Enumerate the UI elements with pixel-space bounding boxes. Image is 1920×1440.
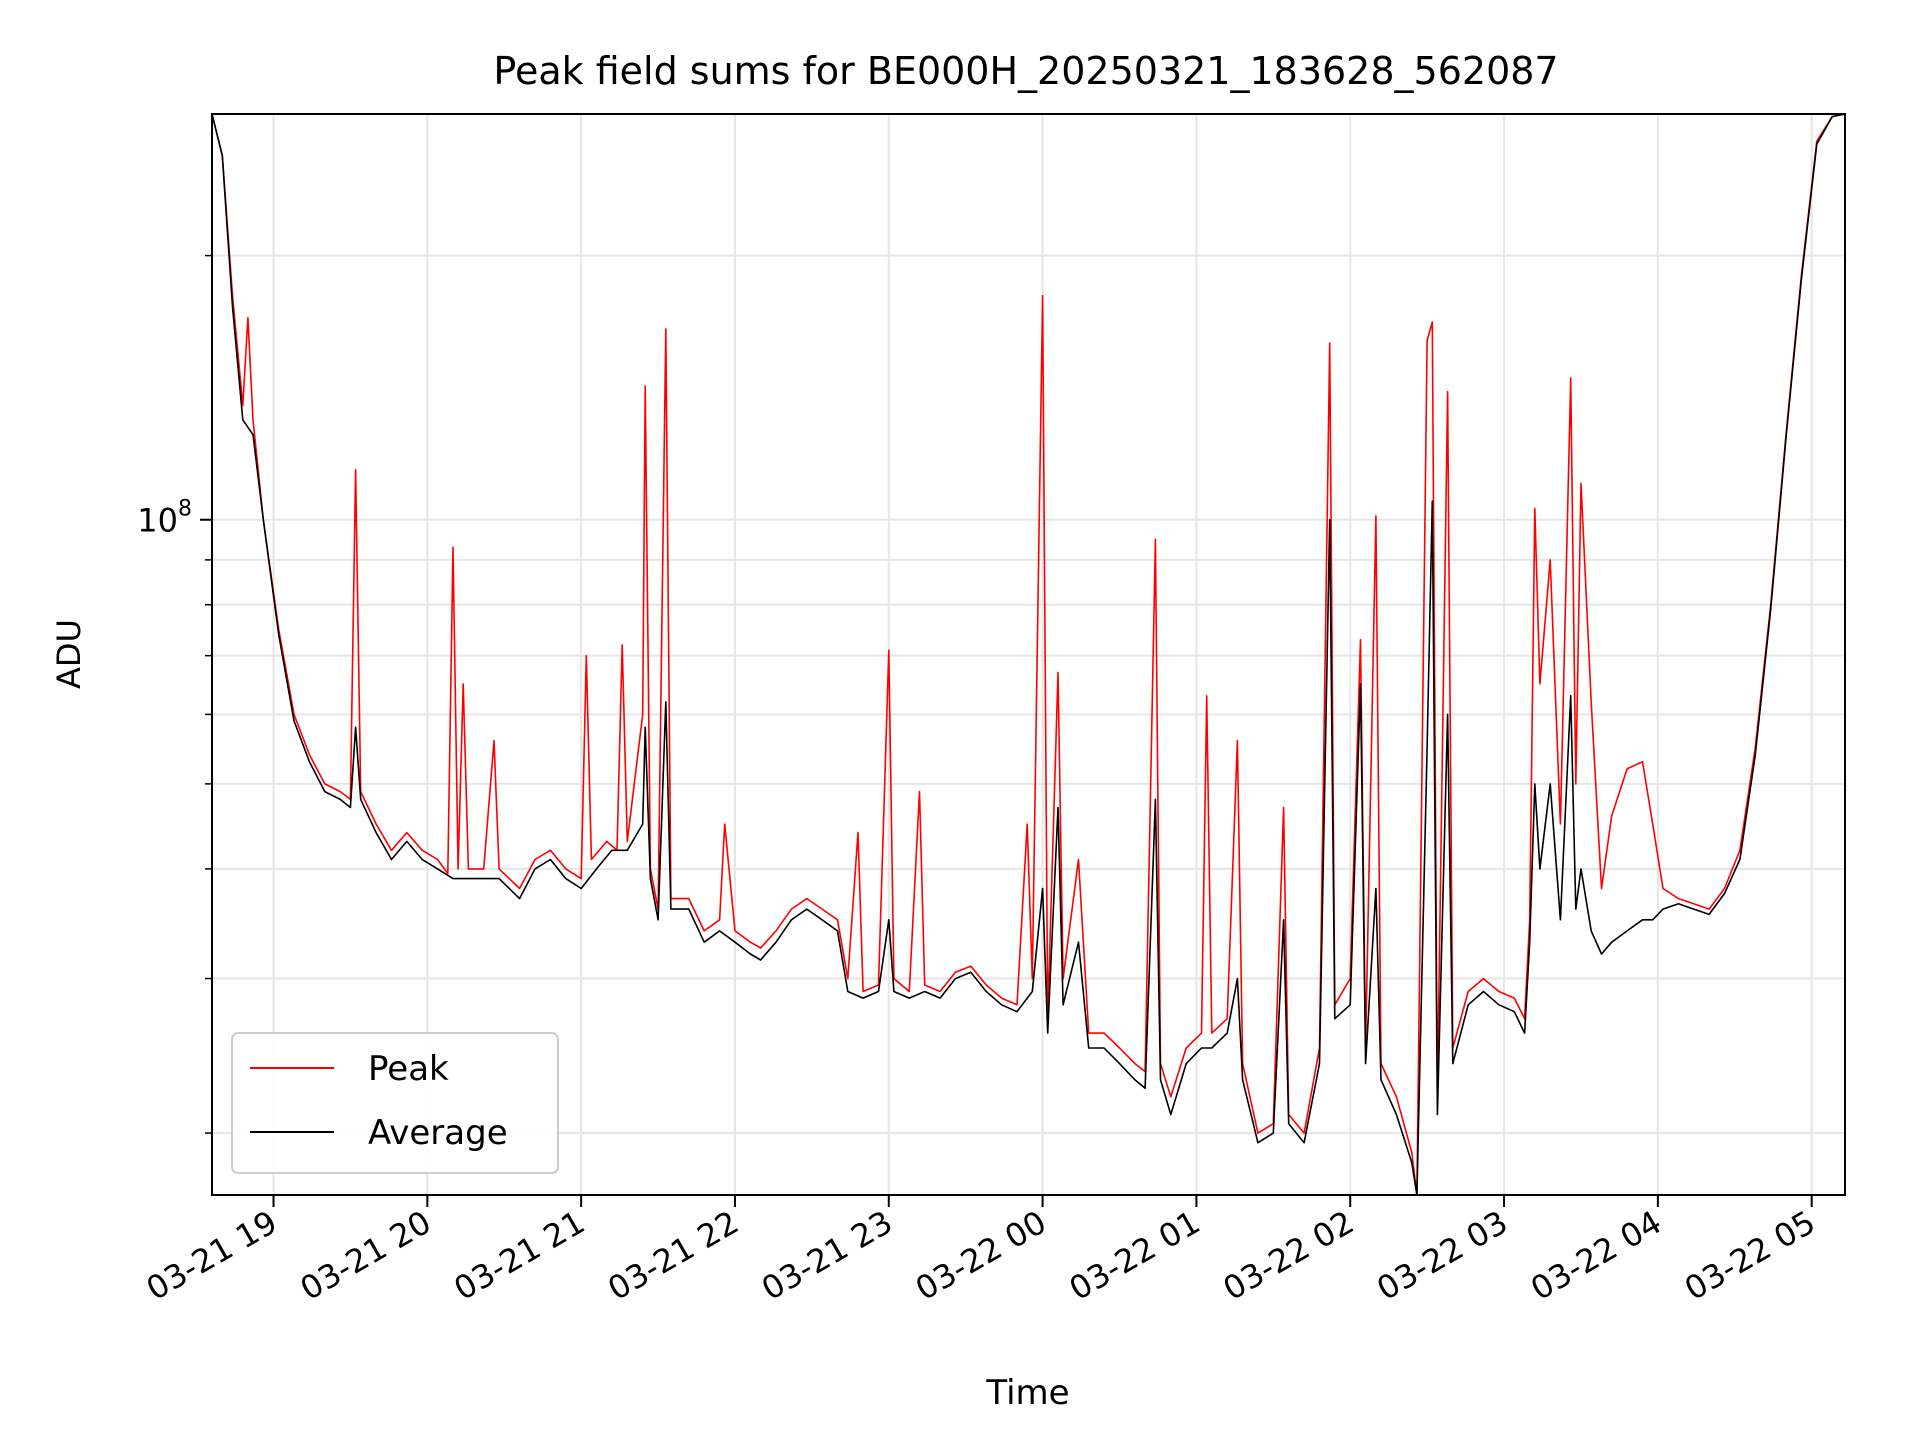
series-layer: [211, 113, 1846, 1196]
y-axis-label: ADU: [50, 619, 88, 689]
series-line-average: [211, 113, 1846, 1196]
y-tick-label: 108: [137, 497, 192, 540]
chart-title: Peak field sums for BE000H_20250321_1836…: [493, 49, 1558, 93]
legend-peak-label: Peak: [368, 1049, 449, 1089]
legend: Peak Average: [231, 1032, 559, 1174]
legend-average-label: Average: [368, 1113, 508, 1153]
x-axis-label: Time: [985, 1373, 1069, 1413]
plot-frame: [211, 113, 1846, 1196]
y-axis: 108: [137, 254, 212, 1134]
series-line-peak: [211, 113, 1846, 1196]
